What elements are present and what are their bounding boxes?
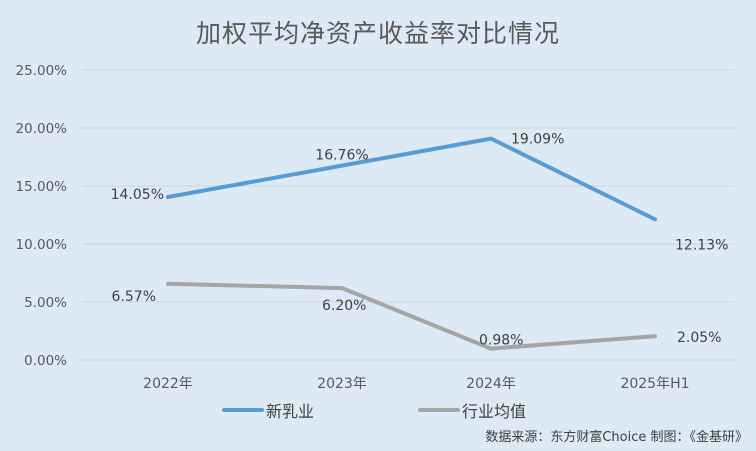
x-tick-label: 2022年 <box>143 376 193 392</box>
x-tick-label: 2023年 <box>317 376 367 392</box>
y-tick-label: 0.00% <box>24 353 67 369</box>
x-tick-label: 2024年 <box>466 376 516 392</box>
data-label: 14.05% <box>111 187 164 203</box>
legend-label: 新乳业 <box>266 402 315 421</box>
y-tick-label: 15.00% <box>16 179 68 195</box>
series-line-0 <box>166 136 657 222</box>
legend-item-xinruye: 新乳业 <box>222 398 314 422</box>
data-label: 6.20% <box>322 298 366 314</box>
data-label: 6.57% <box>112 289 156 305</box>
y-tick-label: 10.00% <box>16 237 68 253</box>
data-source-note: 数据来源：东方财富Choice 制图：《金基研》 <box>485 430 748 445</box>
y-tick-label: 5.00% <box>24 295 67 311</box>
chart-title: 加权平均净资产收益率对比情况 <box>195 19 560 48</box>
data-label: 12.13% <box>675 237 728 253</box>
legend-item-industry-average: 行业均值 <box>418 398 526 422</box>
legend-label: 行业均值 <box>462 402 527 421</box>
series-line-1 <box>166 281 657 351</box>
y-tick-label: 20.00% <box>16 121 68 137</box>
y-tick-label: 25.00% <box>16 63 68 79</box>
data-label: 16.76% <box>315 148 368 164</box>
data-label: 2.05% <box>677 330 721 346</box>
x-tick-label: 2025年H1 <box>620 376 689 392</box>
data-label: 0.98% <box>479 333 523 349</box>
legend-swatch-industry-average <box>418 408 460 412</box>
legend-swatch-xinruye <box>222 408 264 412</box>
data-label: 19.09% <box>511 132 564 148</box>
